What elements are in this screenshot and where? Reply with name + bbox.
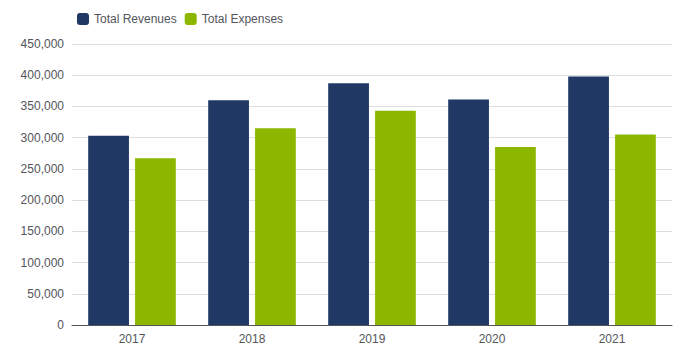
svg-text:2021: 2021 xyxy=(599,332,626,346)
svg-text:250,000: 250,000 xyxy=(21,162,65,176)
svg-text:0: 0 xyxy=(57,318,64,332)
svg-text:350,000: 350,000 xyxy=(21,99,65,113)
svg-text:2018: 2018 xyxy=(239,332,266,346)
svg-text:400,000: 400,000 xyxy=(21,68,65,82)
svg-text:2019: 2019 xyxy=(359,332,386,346)
svg-text:150,000: 150,000 xyxy=(21,224,65,238)
svg-text:2017: 2017 xyxy=(119,332,146,346)
svg-text:50,000: 50,000 xyxy=(27,287,64,301)
svg-text:Total Expenses: Total Expenses xyxy=(202,12,283,26)
svg-text:200,000: 200,000 xyxy=(21,193,65,207)
svg-text:450,000: 450,000 xyxy=(21,37,65,51)
svg-text:Total Revenues: Total Revenues xyxy=(94,12,177,26)
svg-text:100,000: 100,000 xyxy=(21,256,65,270)
svg-text:300,000: 300,000 xyxy=(21,131,65,145)
svg-text:2020: 2020 xyxy=(479,332,506,346)
